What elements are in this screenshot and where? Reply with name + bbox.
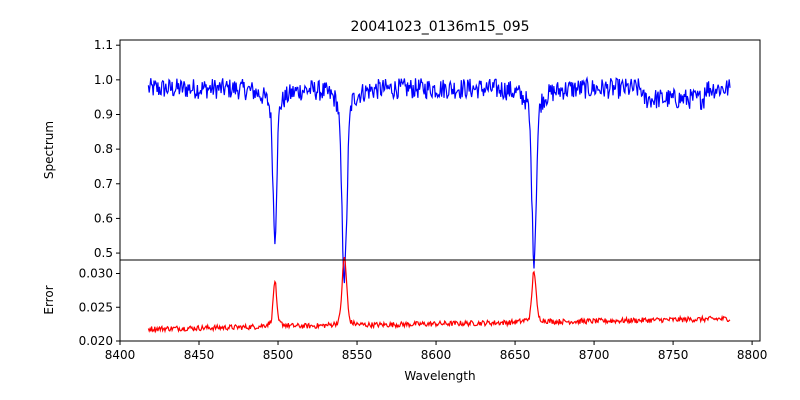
x-ticks: 8400 8450 8500 8550 8600 8650 8700 8750 8800 (105, 341, 768, 362)
spectrum-panel: 0.5 0.6 0.7 0.8 0.9 1.0 1.1 Spectrum (42, 38, 761, 284)
x-tick-label: 8450 (184, 348, 215, 362)
x-tick-label: 8400 (105, 348, 136, 362)
spectrum-axes-frame (119, 39, 761, 261)
spectrum-y-tick-label: 0.9 (94, 107, 113, 121)
spectrum-series-line (147, 75, 731, 284)
x-tick-label: 8550 (342, 348, 373, 362)
spectrum-y-ticks: 0.5 0.6 0.7 0.8 0.9 1.0 1.1 (94, 38, 120, 260)
x-axis-label: Wavelength (404, 369, 475, 383)
chart-title: 20041023_0136m15_095 (350, 19, 529, 35)
error-y-tick-label: 0.020 (79, 334, 113, 348)
error-y-tick-label: 0.030 (79, 267, 113, 281)
error-series-line (147, 256, 731, 334)
x-tick-label: 8700 (579, 348, 610, 362)
x-tick-label: 8800 (737, 348, 768, 362)
spectrum-y-axis-label: Spectrum (42, 121, 56, 179)
error-y-axis-label: Error (42, 285, 56, 314)
spectrum-y-tick-label: 1.0 (94, 73, 113, 87)
spectrum-y-tick-label: 0.7 (94, 177, 113, 191)
x-tick-label: 8750 (658, 348, 689, 362)
error-axes-frame (119, 259, 761, 342)
spectrum-y-tick-label: 0.6 (94, 211, 113, 225)
error-y-ticks: 0.020 0.025 0.030 (79, 267, 120, 348)
error-panel: 0.020 0.025 0.030 8400 8450 8500 8550 8600 8650… (42, 256, 768, 383)
x-tick-label: 8500 (263, 348, 294, 362)
spectrum-y-tick-label: 1.1 (94, 38, 113, 52)
x-tick-label: 8600 (421, 348, 452, 362)
spectrum-y-tick-label: 0.5 (94, 246, 113, 260)
spectrum-y-tick-label: 0.8 (94, 142, 113, 156)
x-tick-label: 8650 (500, 348, 531, 362)
error-y-tick-label: 0.025 (79, 300, 113, 314)
